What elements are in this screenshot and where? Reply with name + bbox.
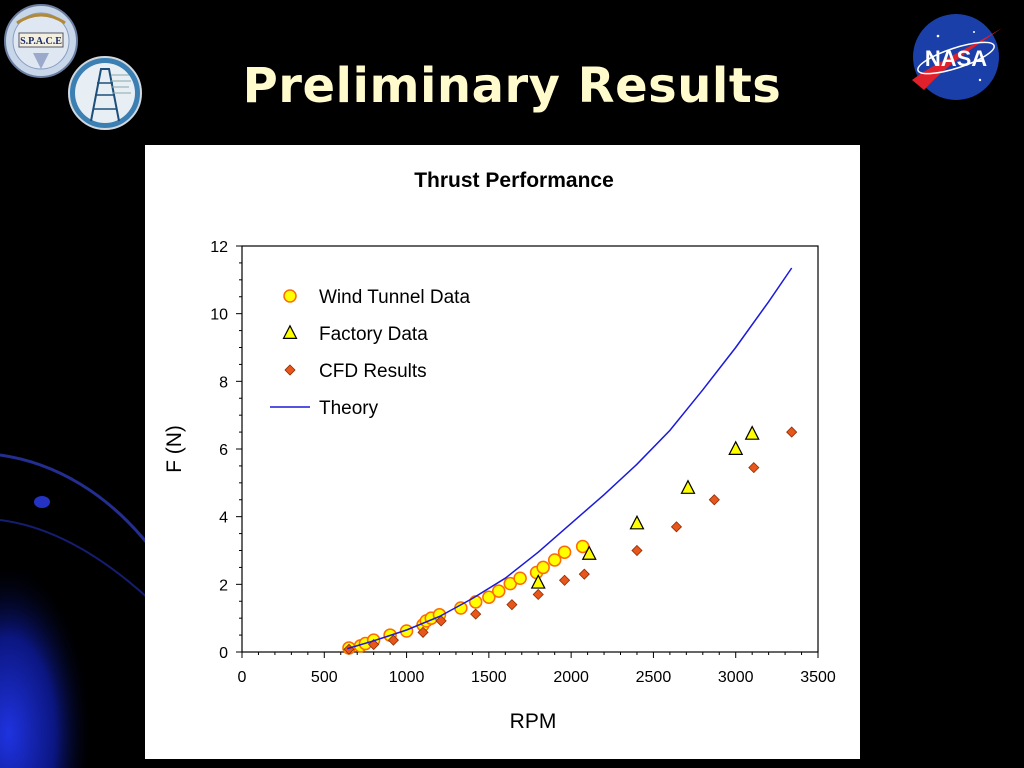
legend-label: Wind Tunnel Data [319, 287, 470, 308]
chart: Thrust Performance 0 500 1000 1500 2000 2500 3… [163, 169, 836, 733]
series-theory [347, 267, 793, 650]
triangle-data-point [680, 479, 696, 494]
diamond-data-point [470, 608, 482, 620]
space-seal-text: S.P.A.C.E [20, 36, 62, 47]
triangle-data-point [629, 514, 645, 530]
circle-data-point [536, 560, 550, 575]
y-tick-label: 6 [219, 442, 228, 459]
legend-label: Factory Data [319, 324, 428, 345]
tower-seal-logo [68, 56, 142, 130]
diamond-data-point [387, 634, 399, 646]
y-tick-label: 10 [210, 307, 228, 324]
x-axis: 0 500 1000 1500 2000 2500 3000 3500 [238, 652, 836, 686]
circle-data-point [513, 571, 527, 585]
diamond-data-point [631, 544, 643, 557]
legend-label: CFD Results [319, 361, 427, 382]
chart-panel: Thrust Performance 0 500 1000 1500 2000 2500 3… [145, 145, 860, 759]
chart-title: Thrust Performance [414, 169, 614, 192]
diamond-data-point [786, 426, 798, 438]
nasa-logo: NASA [912, 14, 1002, 100]
legend: Wind Tunnel Data Factory Data CFD Results T… [270, 287, 470, 419]
series-wind-tunnel-data [342, 539, 590, 655]
circle-data-point [547, 553, 562, 567]
legend-label: Theory [319, 398, 379, 419]
y-tick-label: 2 [219, 577, 228, 594]
legend-triangle-swatch [282, 324, 298, 339]
diamond-data-point [670, 521, 683, 533]
space-seal-logo: S.P.A.C.E [4, 4, 78, 78]
y-tick-label: 8 [219, 374, 228, 391]
triangle-data-point [744, 425, 760, 440]
y-tick-label: 12 [210, 239, 228, 256]
diamond-data-point [578, 568, 590, 580]
x-tick-label: 0 [238, 669, 247, 686]
circle-data-point [454, 601, 468, 615]
x-tick-label: 500 [311, 669, 338, 686]
diamond-data-point [708, 494, 720, 506]
circle-data-point [491, 584, 506, 598]
circle-data-point [575, 539, 590, 554]
y-tick-label: 0 [219, 645, 228, 662]
triangle-data-point [581, 545, 597, 560]
diamond-data-point [558, 574, 571, 586]
theory-line [347, 267, 793, 650]
x-tick-label: 1000 [389, 669, 425, 686]
y-tick-label: 4 [219, 510, 228, 527]
series-factory-data [530, 425, 760, 589]
y-axis-title: F (N) [163, 425, 186, 473]
x-tick-label: 3000 [718, 669, 754, 686]
nasa-logo-text: NASA [925, 46, 987, 71]
diamond-data-point [532, 588, 544, 601]
circle-data-point [557, 545, 572, 559]
triangle-data-point [728, 440, 744, 455]
x-tick-label: 1500 [471, 669, 507, 686]
diamond-data-point [748, 462, 760, 474]
circle-data-point [468, 595, 483, 609]
x-tick-label: 3500 [800, 669, 836, 686]
x-tick-label: 2000 [553, 669, 589, 686]
diamond-data-point [435, 615, 447, 627]
circle-data-point [482, 590, 496, 604]
slide-title: Preliminary Results [242, 58, 782, 114]
series-cfd-results [343, 426, 798, 655]
y-axis: 0 2 4 6 8 10 12 [210, 239, 242, 662]
triangle-data-point [530, 574, 546, 589]
diamond-data-point [417, 626, 429, 638]
diamond-data-point [506, 599, 518, 611]
x-tick-label: 2500 [636, 669, 672, 686]
legend-diamond-swatch [284, 364, 296, 376]
x-axis-title: RPM [510, 710, 557, 733]
series-layer [342, 267, 798, 655]
legend-circle-swatch [283, 289, 297, 303]
